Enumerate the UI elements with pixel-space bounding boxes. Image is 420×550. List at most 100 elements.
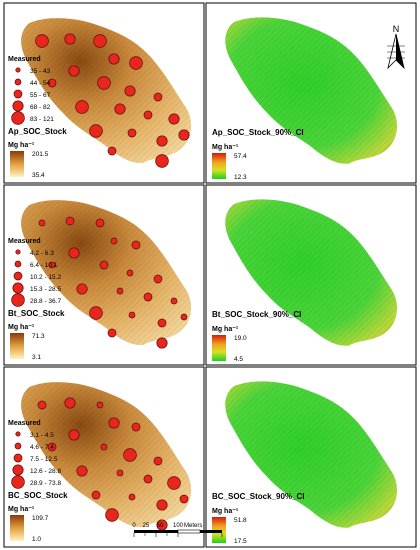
sample-point (126, 269, 134, 277)
ci-min: 12.3 (234, 174, 247, 181)
legend-class-dot (11, 293, 25, 307)
ci-unit: Mg ha⁻¹ (212, 144, 239, 151)
sample-point (65, 216, 75, 226)
sample-point (93, 34, 107, 48)
scale-tick-0: 0 (132, 523, 136, 529)
sample-point (143, 474, 153, 484)
sample-point (89, 124, 103, 138)
legend-class-label: 10.2 - 15.2 (30, 274, 61, 281)
sample-point (168, 113, 180, 125)
sample-point (95, 218, 105, 228)
legend-class-label: 6.4 - 10.1 (30, 262, 58, 269)
legend-class-label: 83 - 121 (30, 116, 54, 123)
sample-point (127, 128, 137, 138)
sample-point (107, 146, 117, 156)
sample-point (179, 494, 189, 504)
legend-class-label: 3.1 - 4.5 (30, 432, 54, 439)
stock-unit: Mg ha⁻¹ (8, 142, 35, 149)
sample-point (155, 154, 169, 168)
stock-min: 3.1 (32, 354, 41, 361)
sample-point (156, 135, 168, 147)
sample-point (128, 311, 136, 319)
sample-point (35, 34, 49, 48)
legend-class-label: 4.2 - 6.3 (30, 250, 54, 257)
ci-color-ramp (212, 335, 226, 361)
sample-point (38, 219, 46, 227)
legend-class-label: 68 - 82 (30, 104, 51, 111)
sample-point (114, 103, 126, 115)
sample-point (178, 129, 190, 141)
sample-point (47, 78, 57, 88)
sample-point (75, 100, 89, 114)
stock-min: 35.4 (32, 172, 45, 179)
sample-point (116, 469, 124, 477)
scale-tick-100: 100 (173, 523, 184, 529)
sample-point (107, 328, 117, 338)
ci-unit: Mg ha⁻¹ (212, 326, 239, 333)
stock-unit: Mg ha⁻¹ (8, 324, 35, 331)
ci-color-ramp (212, 153, 226, 179)
sample-point (89, 306, 103, 320)
sample-point (37, 400, 47, 410)
sample-point (91, 490, 101, 500)
stock-title: Bt_SOC_Stock (8, 309, 65, 318)
sample-point (64, 33, 76, 45)
ci-title: BC_SOC_Stock_90%_CI (212, 492, 304, 501)
stock-map-2 (21, 200, 192, 349)
sample-point (116, 287, 124, 295)
stock-color-ramp (10, 151, 24, 177)
sample-point (64, 397, 76, 409)
sample-point (153, 456, 163, 466)
legend-class-label: 12.6 - 28.8 (30, 468, 61, 475)
sample-point (110, 237, 118, 245)
legend-class-dot (14, 260, 22, 268)
sample-point (100, 443, 108, 451)
sample-point (48, 261, 56, 269)
legend-class-dot (14, 442, 22, 450)
stock-color-ramp (10, 515, 24, 541)
north-label: N (393, 24, 400, 34)
north-arrow: N (387, 24, 405, 70)
ci-title: Bt_SOC_Stock_90%_CI (212, 310, 301, 319)
row-1: Measured 35 - 43 44 - 54 55 - 67 68 - 82 83 -… (3, 2, 417, 184)
legend-class-dot (12, 464, 24, 476)
sample-point (129, 56, 143, 70)
ci-min: 17.5 (234, 538, 247, 545)
legend-class-label: 44 - 54 (30, 80, 51, 87)
sample-point (156, 337, 168, 349)
ci-max: 57.4 (234, 153, 247, 160)
stock-map-3 (21, 382, 192, 531)
sample-point (97, 76, 111, 90)
stock-max: 71.3 (32, 333, 45, 340)
sample-point (124, 85, 136, 97)
legend-class-label: 28.8 - 36.7 (30, 298, 61, 305)
sample-point (108, 53, 120, 65)
row-3: Measured 3.1 - 4.5 4.6 - 7.4 7.5 - 12.5 12.6… (3, 366, 417, 548)
legend-class-dot (13, 89, 23, 99)
sample-point (96, 401, 104, 409)
measured-legend-2: Measured 4.2 - 6.3 6.4 - 10.1 10.2 - 15.2 15… (8, 238, 61, 307)
sample-point (167, 476, 181, 490)
stock-unit: Mg ha⁻¹ (8, 506, 35, 513)
legend-class-dot (12, 282, 24, 294)
legend-class-label: 15.3 - 28.5 (30, 286, 61, 293)
sample-point (153, 274, 163, 284)
legend-class-dot (12, 100, 24, 112)
sample-point (157, 318, 167, 328)
stock-max: 109.7 (32, 515, 49, 522)
legend-class-dot (11, 475, 25, 489)
sample-point (131, 240, 141, 250)
row-2: Measured 4.2 - 6.3 6.4 - 10.1 10.2 - 15.2 15… (3, 184, 417, 366)
scale-tick-50: 50 (157, 523, 164, 529)
sample-point (108, 417, 120, 429)
sample-point (68, 65, 80, 77)
stock-title: BC_SOC_Stock (8, 491, 68, 500)
sample-point (99, 260, 109, 270)
legend-class-label: 28.9 - 73.8 (30, 480, 61, 487)
stock-color-ramp (10, 333, 24, 359)
measured-title: Measured (8, 420, 41, 427)
legend-class-label: 7.5 - 12.5 (30, 456, 58, 463)
legend-class-dot (15, 67, 21, 73)
scale-bar: 0 25 50 100 Meters (132, 523, 223, 537)
